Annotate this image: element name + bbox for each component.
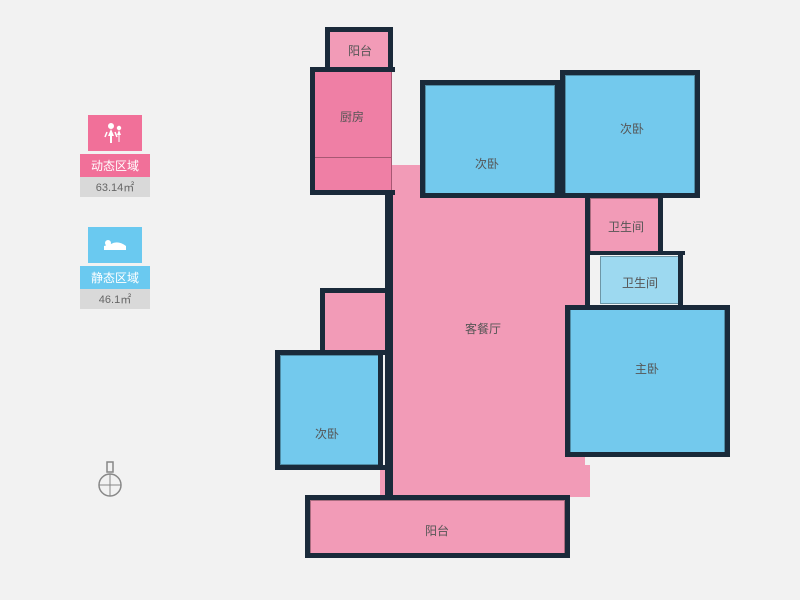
room-kitchen bbox=[314, 70, 392, 158]
wall bbox=[565, 305, 730, 310]
legend-static-label: 静态区域 bbox=[80, 266, 150, 289]
room-bedroom2-c bbox=[280, 355, 380, 465]
people-icon bbox=[88, 115, 142, 151]
room-balcony-bottom bbox=[310, 500, 565, 555]
wall bbox=[385, 193, 393, 498]
legend-dynamic-value: 63.14㎡ bbox=[80, 177, 150, 197]
wall bbox=[305, 553, 570, 558]
wall bbox=[310, 67, 315, 195]
room-kitchen-ext bbox=[314, 158, 392, 193]
compass-icon bbox=[95, 460, 125, 500]
room-bathroom-2 bbox=[600, 256, 680, 304]
room-bedroom2-a bbox=[425, 85, 555, 195]
wall bbox=[310, 67, 395, 72]
legend-static-value: 46.1㎡ bbox=[80, 289, 150, 309]
wall bbox=[325, 27, 330, 69]
legend-panel: 动态区域 63.14㎡ 静态区域 46.1㎡ bbox=[80, 115, 150, 339]
floorplan: 阳台 厨房 次卧 次卧 卫生间 卫生间 客餐厅 主卧 次卧 阳台 bbox=[270, 30, 730, 575]
legend-static: 静态区域 46.1㎡ bbox=[80, 227, 150, 309]
wall bbox=[565, 305, 570, 457]
wall bbox=[310, 190, 395, 195]
wall bbox=[725, 305, 730, 457]
wall bbox=[695, 70, 700, 198]
wall bbox=[275, 350, 280, 470]
wall bbox=[560, 70, 700, 75]
wall bbox=[565, 452, 730, 457]
legend-dynamic: 动态区域 63.14㎡ bbox=[80, 115, 150, 197]
wall bbox=[678, 253, 683, 308]
wall bbox=[275, 465, 385, 470]
room-living-ext2 bbox=[380, 465, 590, 497]
room-master-bedroom bbox=[570, 308, 725, 453]
wall bbox=[325, 27, 393, 32]
wall bbox=[305, 495, 310, 558]
legend-dynamic-label: 动态区域 bbox=[80, 154, 150, 177]
room-living-ext3 bbox=[425, 195, 590, 255]
wall bbox=[320, 288, 390, 293]
wall bbox=[420, 193, 560, 198]
wall bbox=[565, 495, 570, 558]
rest-icon bbox=[88, 227, 142, 263]
room-bathroom-1 bbox=[590, 198, 660, 253]
wall bbox=[560, 193, 700, 198]
wall bbox=[420, 80, 560, 85]
wall bbox=[560, 70, 565, 198]
wall bbox=[388, 27, 393, 69]
wall bbox=[378, 350, 383, 470]
wall bbox=[585, 251, 685, 255]
wall bbox=[320, 288, 325, 353]
wall bbox=[420, 80, 425, 198]
room-balcony-top bbox=[328, 30, 390, 68]
wall bbox=[275, 350, 385, 355]
wall bbox=[305, 495, 570, 500]
room-bedroom2-b bbox=[565, 75, 695, 195]
wall bbox=[658, 195, 663, 253]
